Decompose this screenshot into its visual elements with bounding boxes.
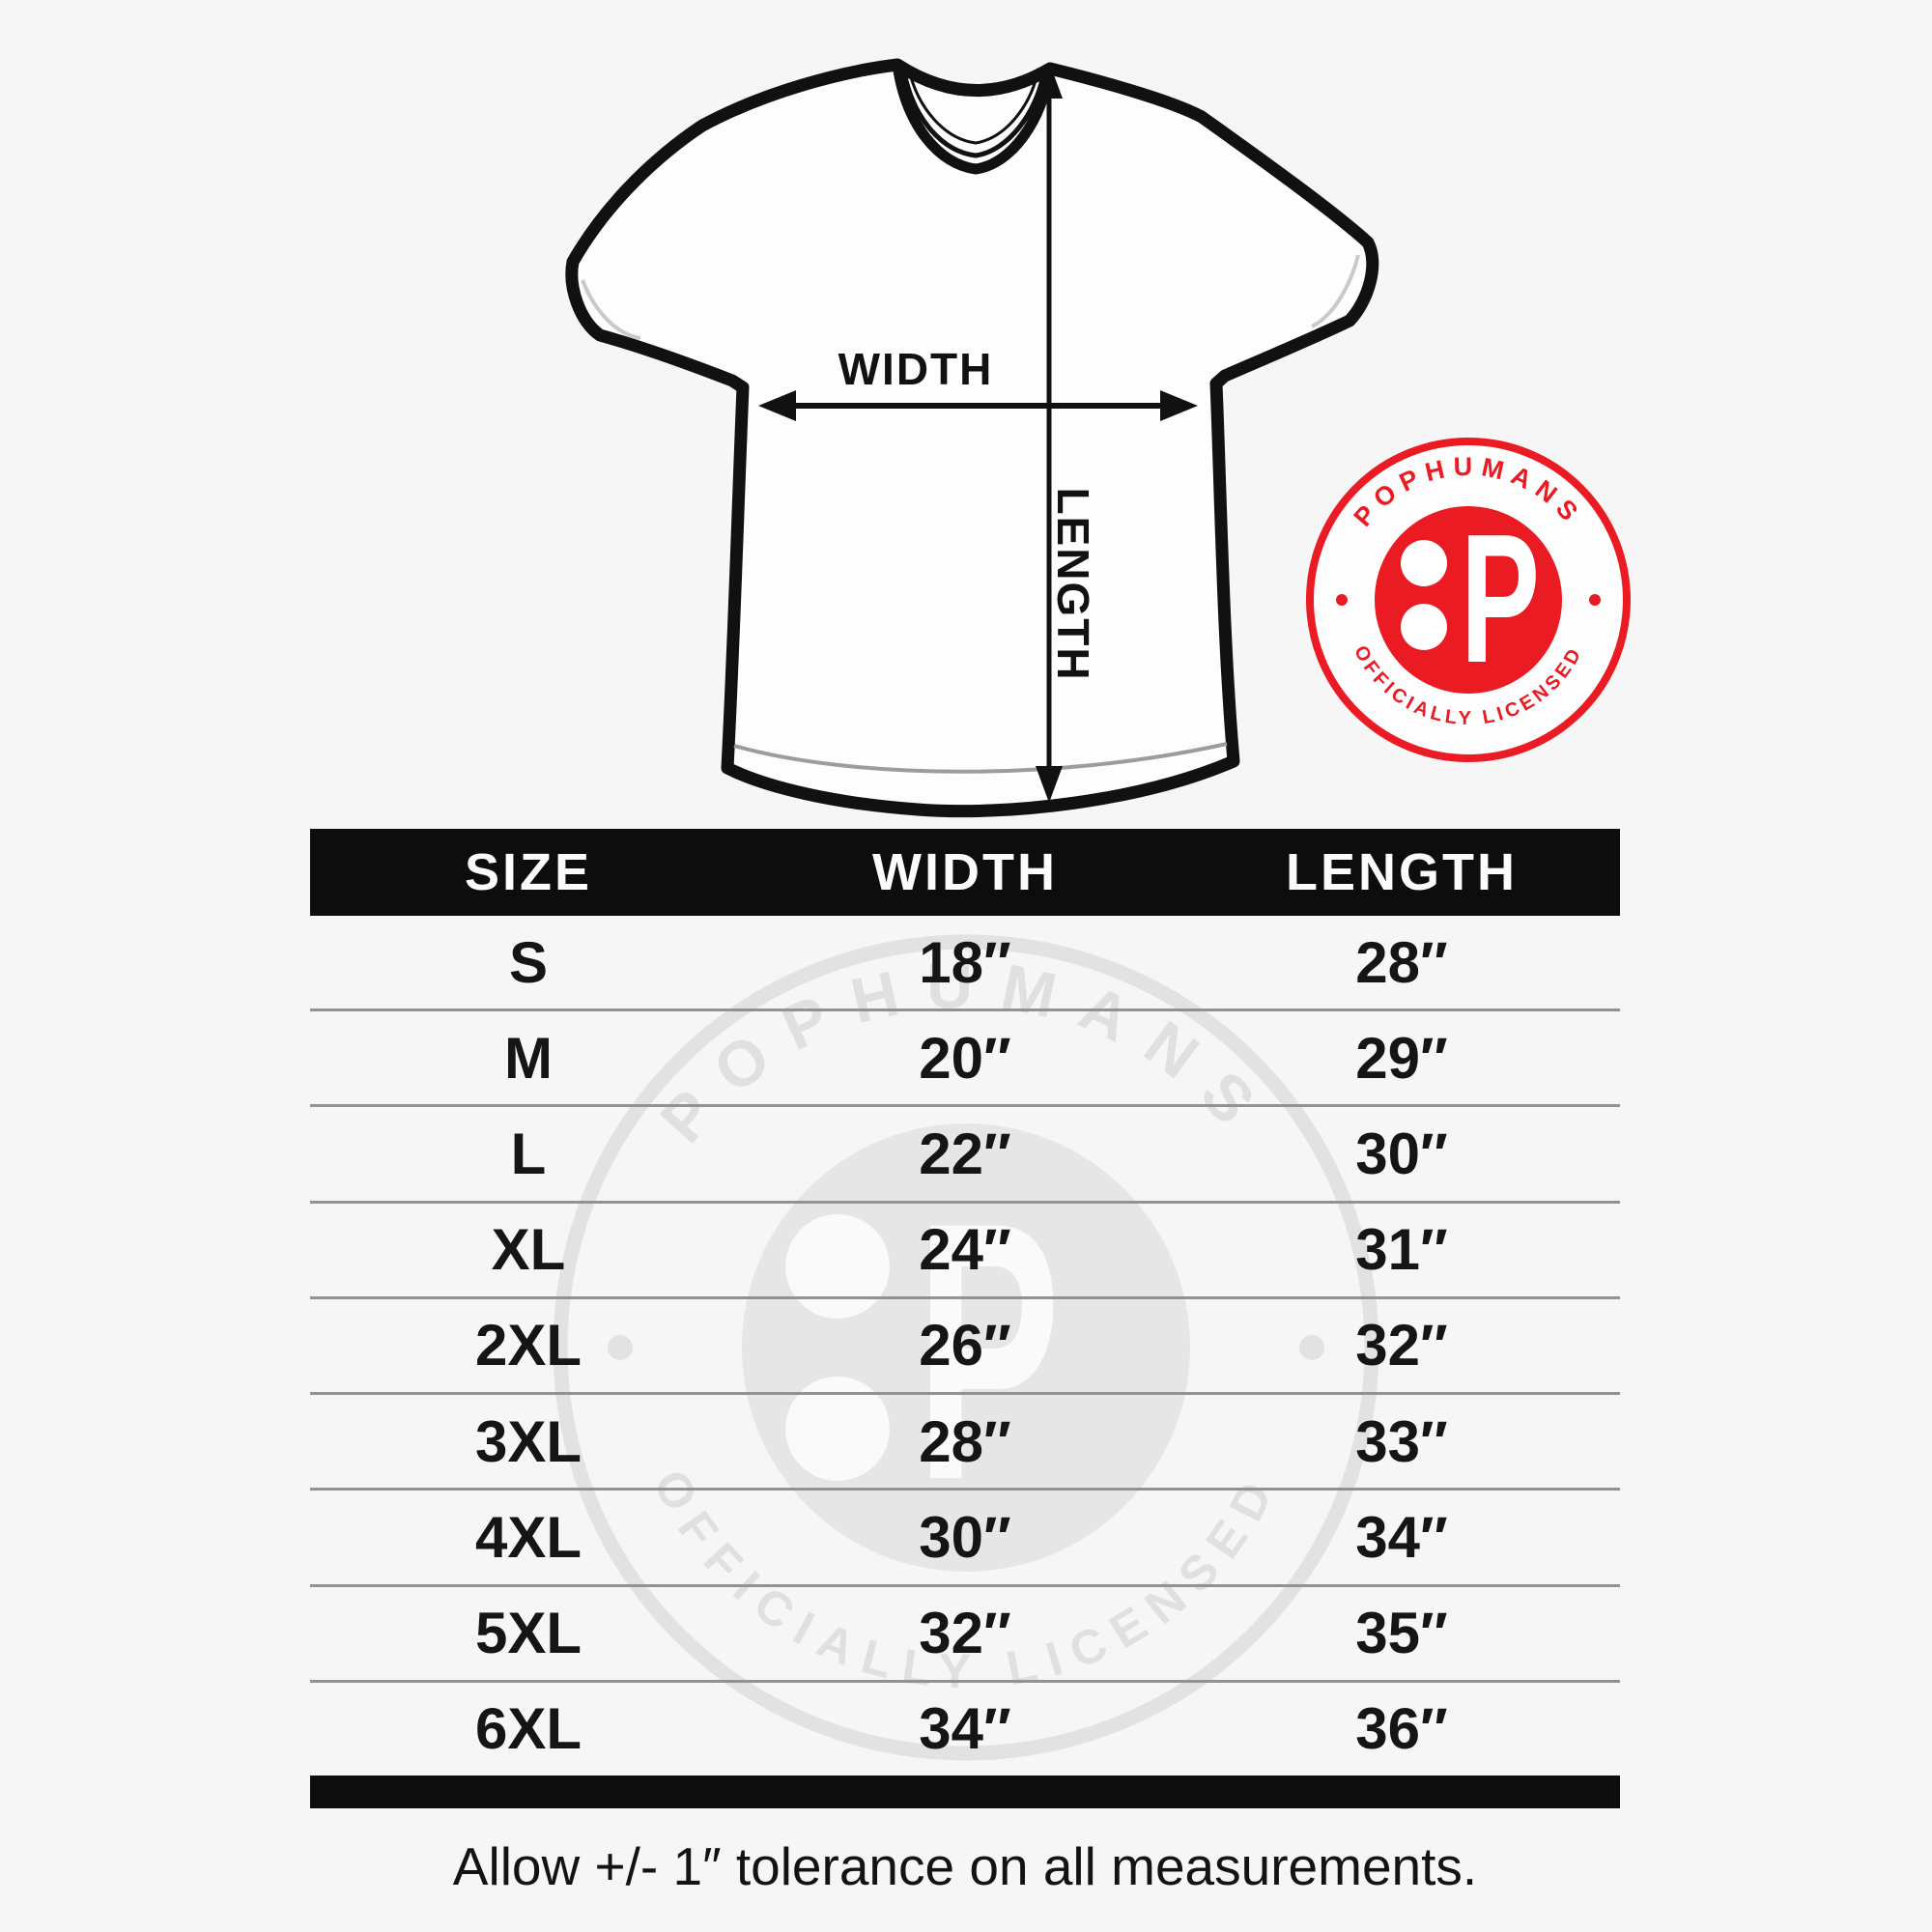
cell-size: XL — [491, 1217, 566, 1283]
length-arrowhead-top — [1036, 62, 1063, 99]
cell-size: L — [510, 1122, 547, 1187]
cell-size: S — [508, 929, 549, 995]
tshirt-outline — [565, 58, 1379, 818]
watermark-logo-letter: P — [916, 1146, 1061, 1556]
watermark-logo-dot-top — [785, 1214, 890, 1319]
cell-length: 30″ — [1355, 1122, 1448, 1187]
table-row: 4XL 30″ 34″ — [310, 1491, 1620, 1587]
table-row: S 18″ 28″ — [310, 916, 1620, 1012]
cell-length: 36″ — [1355, 1696, 1448, 1762]
brand-watermark: P POPHUMANS OFFICIALLY LICENSED — [553, 934, 1379, 1761]
licensed-badge: P POPHUMANS OFFICIALLY LICENSED — [1306, 438, 1631, 762]
cell-width: 24″ — [919, 1217, 1011, 1283]
cell-size: 5XL — [474, 1601, 582, 1666]
table-row: M 20″ 29″ — [310, 1011, 1620, 1108]
header-width: WIDTH — [872, 843, 1058, 901]
cell-size: 2XL — [474, 1313, 582, 1378]
length-label: LENGTH — [1048, 487, 1098, 681]
header-size: SIZE — [464, 843, 593, 901]
width-arrowhead-right — [1160, 390, 1198, 421]
badge-side-dot-left — [1336, 594, 1348, 606]
table-bottom-bar — [310, 1776, 1620, 1808]
watermark-logo-dot-bottom — [785, 1377, 890, 1481]
cell-size: M — [504, 1025, 553, 1091]
table-row: 2XL 26″ 32″ — [310, 1299, 1620, 1396]
cell-width: 34″ — [919, 1696, 1011, 1762]
badge-side-dot-right — [1589, 594, 1601, 606]
table-row: XL 24″ 31″ — [310, 1204, 1620, 1299]
width-arrowhead-left — [758, 390, 796, 421]
cell-width: 18″ — [919, 929, 1011, 995]
header-length: LENGTH — [1286, 843, 1518, 901]
badge-logo-dot-top — [1401, 540, 1447, 586]
cell-length: 34″ — [1355, 1504, 1448, 1570]
tshirt-diagram: WIDTH LENGTH — [565, 58, 1379, 818]
length-arrowhead-bottom — [1036, 766, 1063, 803]
hem-seam — [733, 742, 1228, 774]
table-row: 3XL 28″ 33″ — [310, 1395, 1620, 1492]
cell-length: 28″ — [1355, 929, 1448, 995]
watermark-side-dot-left — [608, 1335, 633, 1360]
size-table: SIZE WIDTH LENGTH S 18″ 28″ M 20″ 29″ L … — [310, 829, 1620, 1808]
badge-outer-ring — [1306, 438, 1631, 762]
collar-seam — [901, 71, 1046, 158]
cell-length: 31″ — [1355, 1217, 1448, 1283]
collar-outer — [892, 59, 1056, 175]
cell-width: 30″ — [919, 1504, 1011, 1570]
cell-length: 32″ — [1355, 1313, 1448, 1378]
watermark-outer-ring — [553, 934, 1379, 1761]
sleeve-shade-left — [581, 279, 641, 340]
table-body: S 18″ 28″ M 20″ 29″ L 22″ 30″ XL 24″ 31″… — [310, 916, 1620, 1776]
cell-width: 26″ — [919, 1313, 1011, 1378]
table-row: L 22″ 30″ — [310, 1107, 1620, 1204]
cell-width: 22″ — [919, 1122, 1011, 1187]
sleeve-shade-right — [1311, 254, 1360, 328]
cell-size: 4XL — [474, 1504, 582, 1570]
cell-length: 29″ — [1355, 1025, 1448, 1091]
cell-length: 35″ — [1355, 1601, 1448, 1666]
badge-logo-letter: P — [1461, 497, 1540, 701]
cell-size: 6XL — [474, 1696, 582, 1762]
table-row: 6XL 34″ 36″ — [310, 1683, 1620, 1776]
tolerance-note: Allow +/- 1″ tolerance on all measuremen… — [452, 1836, 1478, 1896]
cell-width: 28″ — [919, 1408, 1011, 1474]
cell-width: 20″ — [919, 1025, 1011, 1091]
width-label: WIDTH — [838, 344, 994, 394]
cell-length: 33″ — [1355, 1408, 1448, 1474]
table-row: 5XL 32″ 35″ — [310, 1587, 1620, 1683]
table-header-row: SIZE WIDTH LENGTH — [310, 829, 1620, 916]
cell-width: 32″ — [919, 1601, 1011, 1666]
watermark-side-dot-right — [1299, 1335, 1324, 1360]
cell-size: 3XL — [474, 1408, 582, 1474]
collar-seam-inner — [907, 69, 1039, 145]
badge-logo-dot-bottom — [1401, 604, 1447, 650]
